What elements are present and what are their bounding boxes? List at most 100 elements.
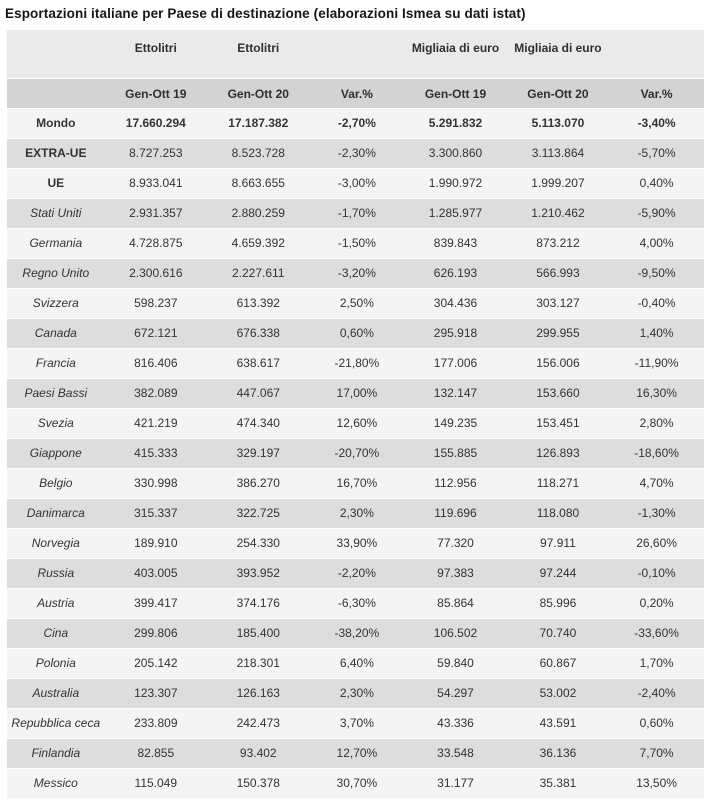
country-cell: Canada [7,319,105,349]
table-row: Francia 816.406 638.617 -21,80% 177.006 156.0… [7,349,704,379]
country-cell: Australia [7,679,105,709]
value-cell: 1.210.462 [506,199,610,229]
value-cell: 31.177 [404,769,507,799]
value-cell: -1,70% [309,199,405,229]
value-cell: 36.136 [506,739,610,769]
value-cell: -2,70% [309,109,405,139]
page-title: Esportazioni italiane per Paese di desti… [5,6,526,21]
country-cell: Finlandia [7,739,105,769]
value-cell: 70.740 [506,619,610,649]
table-row: Canada 672.121 676.338 0,60% 295.918 299.955 1… [7,319,704,349]
country-cell: Svizzera [7,289,105,319]
value-cell: 12,60% [309,409,405,439]
header-cell-genott19-euro: Gen-Ott 19 [404,79,507,109]
value-cell: 2,30% [309,499,405,529]
value-cell: 0,20% [609,589,704,619]
value-cell: 0,60% [609,709,704,739]
table-row: Svezia 421.219 474.340 12,60% 149.235 153.451… [7,409,704,439]
value-cell: 155.885 [404,439,507,469]
country-cell: Austria [7,589,105,619]
value-cell: 115.049 [104,769,208,799]
value-cell: 43.591 [506,709,610,739]
value-cell: 4.659.392 [207,229,310,259]
value-cell: 1.999.207 [506,169,610,199]
value-cell: 8.663.655 [207,169,310,199]
value-cell: 8.523.728 [207,139,310,169]
value-cell: 189.910 [104,529,208,559]
value-cell: 35.381 [506,769,610,799]
value-cell: 474.340 [207,409,310,439]
country-cell: Germania [7,229,105,259]
value-cell: 85.864 [404,589,507,619]
value-cell: 150.378 [207,769,310,799]
value-cell: -11,90% [609,349,704,379]
table-row: Australia 123.307 126.163 2,30% 54.297 53.002… [7,679,704,709]
table-row: Mondo 17.660.294 17.187.382 -2,70% 5.291.832… [7,109,704,139]
header-cell-genott19-hl: Gen-Ott 19 [104,79,208,109]
value-cell: -18,60% [609,439,704,469]
value-cell: 26,60% [609,529,704,559]
value-cell: 205.142 [104,649,208,679]
value-cell: 60.867 [506,649,610,679]
country-cell: Polonia [7,649,105,679]
value-cell: 43.336 [404,709,507,739]
value-cell: 330.998 [104,469,208,499]
value-cell: 156.006 [506,349,610,379]
value-cell: 93.402 [207,739,310,769]
value-cell: 118.080 [506,499,610,529]
value-cell: 2,50% [309,289,405,319]
table-row: Germania 4.728.875 4.659.392 -1,50% 839.843 8… [7,229,704,259]
value-cell: 85.996 [506,589,610,619]
value-cell: 403.005 [104,559,208,589]
value-cell: -5,70% [609,139,704,169]
value-cell: -1,50% [309,229,405,259]
country-cell: Cina [7,619,105,649]
country-cell: Regno Unito [7,259,105,289]
value-cell: 3,70% [309,709,405,739]
value-cell: 4,00% [609,229,704,259]
table-row: Svizzera 598.237 613.392 2,50% 304.436 303.12… [7,289,704,319]
value-cell: -3,40% [609,109,704,139]
value-cell: 839.843 [404,229,507,259]
value-cell: -3,20% [309,259,405,289]
value-cell: 421.219 [104,409,208,439]
value-cell: 2,80% [609,409,704,439]
value-cell: -21,80% [309,349,405,379]
value-cell: 1.990.972 [404,169,507,199]
value-cell: 153.660 [506,379,610,409]
value-cell: 5.291.832 [404,109,507,139]
value-cell: 54.297 [404,679,507,709]
value-cell: 132.147 [404,379,507,409]
value-cell: 233.809 [104,709,208,739]
value-cell: 30,70% [309,769,405,799]
value-cell: 53.002 [506,679,610,709]
table-row: Russia 403.005 393.952 -2,20% 97.383 97.244 -0… [7,559,704,589]
table-row: Regno Unito 2.300.616 2.227.611 -3,20% 626.1… [7,259,704,289]
units-header-row: Ettolitri Ettolitri Migliaia di euro Mig… [7,30,704,79]
table-row: UE 8.933.041 8.663.655 -3,00% 1.990.972 1.999… [7,169,704,199]
value-cell: 386.270 [207,469,310,499]
table-header: Ettolitri Ettolitri Migliaia di euro Mig… [7,30,704,109]
value-cell: 1,70% [609,649,704,679]
value-cell: 1.285.977 [404,199,507,229]
value-cell: 4.728.875 [104,229,208,259]
country-cell: Russia [7,559,105,589]
value-cell: 16,70% [309,469,405,499]
value-cell: 4,70% [609,469,704,499]
value-cell: 59.840 [404,649,507,679]
header-cell-ettolitri-2: Ettolitri [207,30,310,79]
country-cell: Giappone [7,439,105,469]
value-cell: 149.235 [404,409,507,439]
value-cell: 97.911 [506,529,610,559]
value-cell: 77.320 [404,529,507,559]
value-cell: -9,50% [609,259,704,289]
country-cell: EXTRA-UE [7,139,105,169]
table-row: Danimarca 315.337 322.725 2,30% 119.696 118.0… [7,499,704,529]
value-cell: 322.725 [207,499,310,529]
value-cell: 177.006 [404,349,507,379]
header-cell-var-euro: Var.% [609,79,704,109]
value-cell: 8.727.253 [104,139,208,169]
value-cell: 0,40% [609,169,704,199]
value-cell: 17,00% [309,379,405,409]
value-cell: 2.931.357 [104,199,208,229]
